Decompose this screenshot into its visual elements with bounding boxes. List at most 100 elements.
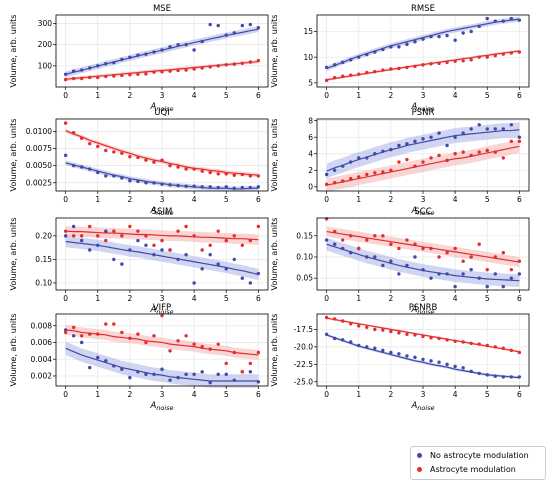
x-tick-label: 6 (256, 294, 261, 303)
data-point-astrocyte (517, 350, 522, 355)
data-point-no-astrocyte (517, 135, 522, 139)
data-point-astrocyte (429, 62, 433, 66)
data-point-no-astrocyte (128, 248, 132, 252)
data-point-astrocyte (349, 322, 353, 326)
data-point-astrocyte (128, 336, 132, 340)
x-tick-label: 2 (388, 91, 393, 100)
data-point-no-astrocyte (256, 380, 261, 384)
data-point-astrocyte (88, 141, 92, 146)
data-point-no-astrocyte (184, 372, 188, 376)
x-tick-label: 5 (224, 294, 229, 303)
x-axis-label: Anoise (149, 401, 173, 412)
data-point-no-astrocyte (160, 182, 164, 186)
data-point-astrocyte (248, 60, 253, 64)
data-point-astrocyte (71, 76, 76, 81)
data-point-no-astrocyte (168, 378, 172, 382)
data-point-astrocyte (397, 160, 401, 164)
data-point-no-astrocyte (96, 170, 100, 175)
data-point-no-astrocyte (208, 380, 212, 385)
data-point-astrocyte (509, 267, 514, 272)
data-point-astrocyte (501, 346, 506, 350)
x-tick-label: 5 (224, 195, 229, 204)
data-point-no-astrocyte (324, 238, 329, 242)
x-tick-label: 5 (485, 91, 490, 100)
x-axis-label: Anoise (149, 305, 173, 316)
legend-item-astrocyte: Astrocyte modulation (417, 465, 516, 478)
data-point-no-astrocyte (469, 369, 473, 374)
data-point-astrocyte (461, 59, 465, 63)
data-point-astrocyte (397, 66, 401, 71)
data-point-astrocyte (429, 156, 433, 160)
data-point-no-astrocyte (256, 26, 261, 30)
data-point-no-astrocyte (381, 263, 385, 268)
data-point-astrocyte (324, 182, 329, 187)
x-tick-label: 1 (95, 390, 100, 399)
x-tick-label: 6 (517, 195, 522, 204)
data-point-no-astrocyte (192, 281, 196, 285)
y-tick-label: 0.0100 (26, 127, 52, 136)
x-tick-label: 4 (453, 195, 458, 204)
data-point-no-astrocyte (200, 39, 204, 44)
legend-marker-blue (417, 453, 422, 458)
data-point-astrocyte (112, 150, 116, 154)
data-point-astrocyte (88, 224, 92, 229)
data-point-no-astrocyte (192, 372, 196, 376)
data-point-no-astrocyte (332, 242, 337, 246)
data-point-astrocyte (63, 121, 68, 125)
data-point-astrocyte (71, 234, 76, 238)
data-point-astrocyte (240, 172, 245, 177)
data-point-no-astrocyte (176, 183, 180, 188)
data-point-no-astrocyte (136, 238, 140, 243)
data-point-no-astrocyte (192, 184, 196, 188)
data-point-no-astrocyte (437, 34, 441, 39)
y-tick-label: 0.10 (35, 279, 52, 288)
data-point-astrocyte (413, 164, 417, 168)
data-point-no-astrocyte (216, 262, 220, 266)
data-point-no-astrocyte (160, 367, 164, 371)
x-tick-label: 2 (127, 390, 132, 399)
x-tick-label: 0 (324, 195, 329, 204)
data-point-astrocyte (216, 342, 220, 346)
data-point-astrocyte (136, 155, 140, 160)
x-tick-label: 3 (160, 91, 165, 100)
data-point-no-astrocyte (120, 176, 124, 180)
data-point-astrocyte (437, 61, 441, 66)
data-point-astrocyte (421, 63, 425, 67)
data-point-no-astrocyte (232, 378, 236, 382)
data-point-no-astrocyte (208, 253, 212, 257)
data-point-astrocyte (509, 139, 514, 144)
data-point-astrocyte (168, 349, 172, 353)
y-axis-label: Volume, arb. units (9, 15, 18, 88)
data-point-astrocyte (160, 238, 164, 243)
y-tick-label: 0 (308, 182, 313, 191)
data-point-astrocyte (63, 330, 68, 335)
data-point-no-astrocyte (240, 185, 245, 190)
data-point-astrocyte (381, 68, 385, 72)
data-point-no-astrocyte (208, 185, 212, 189)
data-point-no-astrocyte (357, 343, 361, 348)
x-tick-label: 4 (453, 91, 458, 100)
x-axis-label: Anoise (149, 102, 173, 113)
data-point-no-astrocyte (437, 131, 441, 135)
y-tick-label: 200 (38, 40, 53, 49)
data-point-no-astrocyte (437, 360, 441, 364)
data-point-no-astrocyte (88, 66, 92, 70)
data-point-no-astrocyte (349, 340, 353, 344)
data-point-no-astrocyte (120, 367, 124, 371)
data-point-no-astrocyte (429, 276, 433, 280)
data-point-astrocyte (71, 131, 76, 135)
data-point-astrocyte (509, 51, 514, 55)
data-point-astrocyte (208, 65, 212, 69)
data-point-astrocyte (332, 317, 337, 321)
data-point-astrocyte (421, 160, 425, 164)
confidence-band-no-astrocyte (65, 341, 259, 388)
data-point-astrocyte (397, 331, 401, 335)
data-point-astrocyte (152, 334, 156, 338)
data-point-astrocyte (453, 339, 457, 343)
data-point-astrocyte (224, 361, 228, 366)
data-point-no-astrocyte (200, 185, 204, 189)
y-axis-label: Volume, arb. units (270, 15, 279, 88)
data-point-no-astrocyte (365, 345, 369, 349)
x-tick-label: 3 (160, 390, 165, 399)
